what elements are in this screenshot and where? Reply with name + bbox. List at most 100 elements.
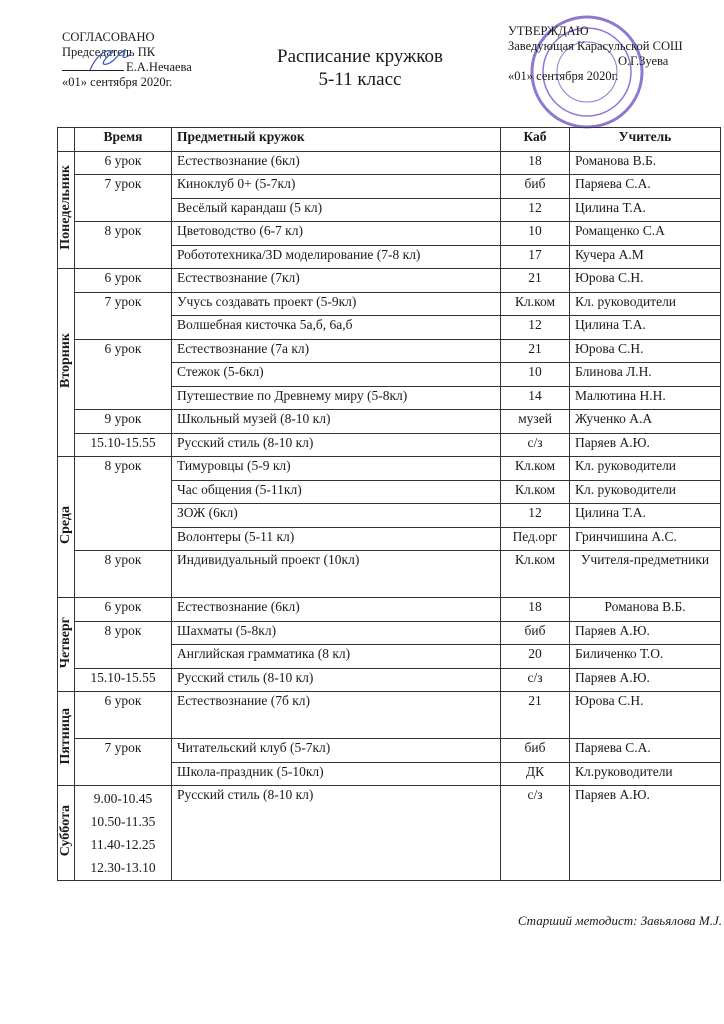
approval-name: Е.А.Нечаева	[126, 60, 192, 74]
time-slot: 9.00-10.45	[93, 791, 153, 806]
teacher-cell: Паряев А.Ю.	[569, 667, 721, 692]
day-label: Четверг	[57, 597, 75, 692]
table-row: 15.10-15.55 Русский стиль (8-10 кл) с/з Пар…	[58, 667, 721, 692]
teacher-cell: Паряев А.Ю.	[569, 620, 721, 645]
schedule-table: Время Предметный кружок Каб Учитель Понедел…	[57, 127, 721, 881]
teacher-cell: Цилина Т.А.	[569, 197, 721, 222]
time-cell: 8 урок	[74, 620, 172, 669]
approval-name: О.Г.Зуева	[618, 54, 669, 68]
subject-cell: Естествознание (7а кл)	[171, 338, 501, 363]
time-cell: 7 урок	[74, 291, 172, 340]
table-row: Английская грамматика (8 кл) 20 Биличенко …	[58, 644, 721, 669]
approval-left-block: СОГЛАСОВАНО Председатель ПК Е.А.Нечаева …	[62, 30, 192, 90]
room-cell: Кл.ком	[500, 291, 570, 316]
room-cell: Кл.ком	[500, 456, 570, 481]
teacher-cell: Биличенко Т.О.	[569, 644, 721, 669]
header-subject: Предметный кружок	[171, 127, 501, 152]
time-cell: 6 урок	[74, 691, 172, 739]
header-room: Каб	[500, 127, 570, 152]
table-row: Четверг 6 урок Естествознание (6кл) 18 Роман…	[57, 597, 721, 692]
room-cell: с/з	[500, 432, 570, 457]
time-slot: 12.30-13.10	[90, 860, 156, 875]
teacher-cell: Паряев А.Ю.	[569, 785, 721, 881]
time-cell: 7 урок	[74, 738, 172, 786]
room-cell: 12	[500, 503, 570, 528]
room-cell: 10	[500, 362, 570, 387]
header-day	[57, 127, 75, 152]
teacher-cell: Юрова С.Н.	[569, 338, 721, 363]
signature-line	[62, 70, 124, 71]
subject-cell: Естествознание (6кл)	[171, 597, 501, 622]
subject-cell: Индивидуальный проект (10кл)	[171, 550, 501, 598]
subject-cell: Естествознание (6кл)	[171, 150, 501, 175]
table-row: Робототехника/3D моделирование (7-8 кл) 1…	[58, 244, 721, 269]
table-row: 9 урок Школьный музей (8-10 кл) музей Жучен…	[58, 409, 721, 434]
time-cell: 6 урок	[74, 268, 172, 293]
table-row: Весёлый карандаш (5 кл) 12 Цилина Т.А.	[58, 197, 721, 222]
subject-cell: Шахматы (5-8кл)	[171, 620, 501, 645]
room-cell: биб	[500, 174, 570, 199]
table-row: Суббота 9.00-10.45 10.50-11.35 11.40-12.25 1…	[57, 785, 721, 881]
teacher-cell: Кл.руководители	[569, 761, 721, 786]
room-cell: 20	[500, 644, 570, 669]
teacher-cell: Романова В.Б.	[569, 597, 721, 622]
room-cell: 17	[500, 244, 570, 269]
signature-icon	[89, 48, 132, 71]
table-row: 8 урок Индивидуальный проект (10кл) Кл.ком…	[58, 550, 721, 598]
room-cell: 21	[500, 268, 570, 293]
subject-cell: Естествознание (7б кл)	[171, 691, 501, 739]
day-label: Вторник	[57, 268, 75, 457]
document-title: Расписание кружков 5-11 класс	[250, 45, 470, 91]
table-row: ЗОЖ (6кл) 12 Цилина Т.А.	[58, 503, 721, 528]
room-cell: биб	[500, 738, 570, 763]
time-cell: 6 урок	[74, 150, 172, 175]
subject-cell: Цветоводство (6-7 кл)	[171, 221, 501, 246]
table-row: Среда 8 урок Тимуровцы (5-9 кл) Кл.ком Кл. р…	[57, 456, 721, 598]
school-stamp-icon	[530, 15, 644, 129]
subject-cell: Волонтеры (5-11 кл)	[171, 526, 501, 551]
room-cell: Кл.ком	[500, 479, 570, 504]
day-label: Понедельник	[57, 150, 75, 269]
approval-date: «01» сентября 2020г.	[62, 75, 173, 89]
subject-cell: Путешествие по Древнему миру (5-8кл)	[171, 385, 501, 410]
approval-right-block: УТВЕРЖДАЮ Заведующая Карасульской СОШ О.…	[508, 24, 683, 84]
teacher-cell: Романова В.Б.	[569, 150, 721, 175]
header-teacher: Учитель	[569, 127, 721, 152]
teacher-cell: Паряева С.А.	[569, 174, 721, 199]
teacher-cell: Ромащенко С.А	[569, 221, 721, 246]
subject-cell: ЗОЖ (6кл)	[171, 503, 501, 528]
header-time: Время	[74, 127, 172, 152]
header-row: Время Предметный кружок Каб Учитель	[57, 127, 721, 152]
subject-cell: Школьный музей (8-10 кл)	[171, 409, 501, 434]
day-label: Пятница	[57, 691, 75, 786]
time-cell: 6 урок	[74, 338, 172, 410]
table-row: 7 урок Читательский клуб (5-7кл) биб Паряев…	[58, 738, 721, 786]
time-slot: 10.50-11.35	[90, 814, 156, 829]
room-cell: 18	[500, 150, 570, 175]
time-cell: 6 урок	[74, 597, 172, 622]
room-cell: 21	[500, 691, 570, 739]
room-cell: Кл.ком	[500, 550, 570, 598]
footer-signature: Старший методист: Завьялова М.J.	[517, 913, 722, 928]
time-cell: 8 урок	[74, 221, 172, 269]
room-cell: 21	[500, 338, 570, 363]
title-line-2: 5-11 класс	[318, 69, 402, 90]
subject-cell: Русский стиль (8-10 кл)	[171, 667, 501, 692]
approval-position: Заведующая Карасульской СОШ	[508, 39, 683, 53]
room-cell: 18	[500, 597, 570, 622]
subject-cell: Школа-праздник (5-10кл)	[171, 761, 501, 786]
table-row: Стежок (5-6кл) 10 Блинова Л.Н.	[58, 362, 721, 387]
day-name: Среда	[58, 505, 73, 544]
table-row: Пятница 6 урок Естествознание (7б кл) 21 Юро…	[57, 691, 721, 786]
table-row: Понедельник 6 урок Естествознание (6кл) 18 Р…	[57, 150, 721, 269]
teacher-cell: Паряев А.Ю.	[569, 432, 721, 457]
teacher-cell: Юрова С.Н.	[569, 268, 721, 293]
table-row: Час общения (5-11кл) Кл.ком Кл. руководите…	[58, 479, 721, 504]
subject-cell: Тимуровцы (5-9 кл)	[171, 456, 501, 481]
subject-cell: Читательский клуб (5-7кл)	[171, 738, 501, 763]
subject-cell: Волшебная кисточка 5а,б, 6а,б	[171, 315, 501, 340]
subject-cell: Русский стиль (8-10 кл)	[171, 785, 501, 881]
day-name: Понедельник	[58, 165, 73, 251]
time-cell: 9 урок	[74, 409, 172, 434]
day-label: Суббота	[57, 785, 75, 881]
